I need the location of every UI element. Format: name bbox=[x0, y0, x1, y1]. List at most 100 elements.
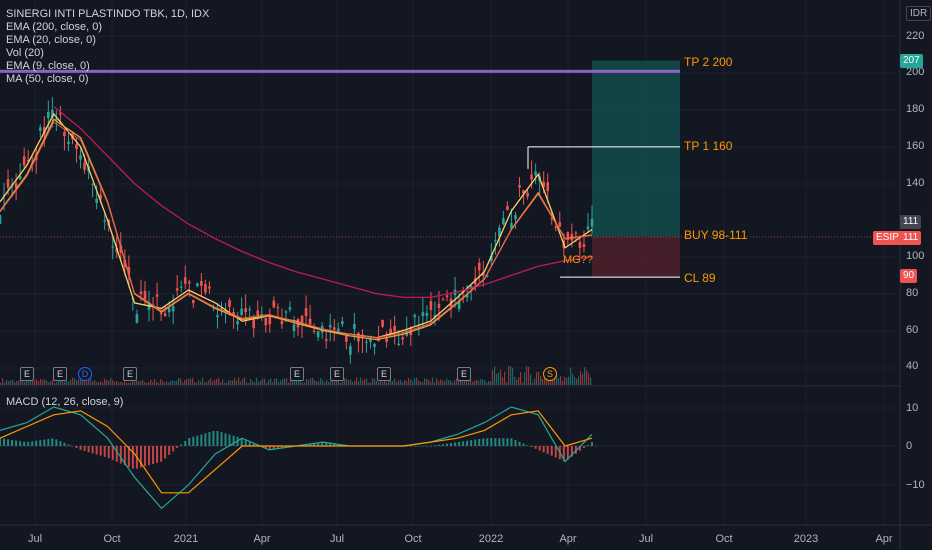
candle-body bbox=[192, 300, 195, 304]
candle-body bbox=[425, 312, 429, 316]
volume-bar bbox=[26, 377, 28, 385]
macd-pane bbox=[0, 406, 600, 510]
candle-body bbox=[204, 284, 207, 293]
split-event-marker[interactable]: S bbox=[543, 367, 557, 381]
macd-histogram-bar bbox=[184, 440, 187, 446]
candle-body bbox=[590, 218, 594, 227]
volume-bar bbox=[306, 379, 308, 385]
volume-bar bbox=[136, 380, 138, 385]
candle-body bbox=[280, 320, 284, 325]
candle-body bbox=[67, 141, 70, 144]
candle-body bbox=[276, 307, 280, 309]
candle-body bbox=[244, 308, 247, 313]
macd-legend[interactable]: MACD (12, 26, close, 9) bbox=[6, 396, 124, 408]
earnings-event-marker[interactable]: E bbox=[457, 367, 471, 381]
candle-body bbox=[353, 323, 356, 329]
candle-body bbox=[284, 311, 288, 313]
volume-bar bbox=[22, 378, 24, 385]
volume-bar bbox=[282, 378, 284, 385]
volume-bar bbox=[20, 377, 22, 385]
dividend-event-marker[interactable]: D bbox=[78, 367, 92, 381]
earnings-event-marker[interactable]: E bbox=[20, 367, 34, 381]
earnings-event-marker[interactable]: E bbox=[330, 367, 344, 381]
time-axis-label: Apr bbox=[875, 533, 893, 545]
volume-bar bbox=[438, 381, 440, 385]
candle-body bbox=[477, 262, 481, 271]
buy-annotation[interactable]: BUY 98-111 bbox=[684, 228, 748, 242]
macd-histogram-bar bbox=[409, 446, 412, 447]
volume-bar bbox=[196, 382, 198, 385]
indicator-ema20[interactable]: EMA (20, close, 0) bbox=[6, 34, 96, 46]
candle-body bbox=[465, 294, 469, 298]
candle-body bbox=[586, 226, 590, 230]
volume-bar bbox=[184, 380, 186, 385]
macd-histogram-bar bbox=[95, 446, 98, 455]
volume-bar bbox=[194, 382, 196, 385]
volume-bar bbox=[210, 378, 212, 385]
macd-histogram-bar bbox=[63, 442, 66, 446]
macd-histogram-bar bbox=[522, 443, 525, 446]
candle-body bbox=[228, 300, 231, 307]
indicator-ema9[interactable]: EMA (9, close, 0) bbox=[6, 60, 90, 72]
volume-bar bbox=[200, 381, 202, 385]
indicator-ma50[interactable]: MA (50, close, 0) bbox=[6, 73, 89, 85]
volume-bar bbox=[320, 378, 322, 385]
cl-price-tag: 90 bbox=[900, 269, 918, 283]
volume-bar bbox=[262, 378, 264, 385]
volume-bar bbox=[182, 382, 184, 385]
macd-histogram-bar bbox=[554, 446, 557, 458]
time-axis-label: Apr bbox=[559, 533, 577, 545]
indicator-vol[interactable]: Vol (20) bbox=[6, 47, 44, 59]
volume-bar bbox=[122, 382, 124, 385]
macd-histogram-bar bbox=[566, 446, 569, 460]
volume-bar bbox=[492, 369, 494, 385]
macd-histogram-bar bbox=[196, 435, 199, 446]
earnings-event-marker[interactable]: E bbox=[290, 367, 304, 381]
volume-bar bbox=[158, 382, 160, 385]
volume-bar bbox=[390, 379, 392, 385]
macd-histogram-bar bbox=[510, 438, 513, 446]
macd-histogram-bar bbox=[192, 436, 195, 446]
volume-bar bbox=[444, 381, 446, 385]
volume-bar bbox=[360, 377, 362, 385]
earnings-event-marker[interactable]: E bbox=[53, 367, 67, 381]
volume-bar bbox=[412, 381, 414, 385]
candle-body bbox=[534, 171, 537, 176]
earnings-event-marker[interactable]: E bbox=[377, 367, 391, 381]
macd-histogram-bar bbox=[79, 446, 82, 450]
macd-histogram-bar bbox=[542, 446, 545, 453]
volume-bar bbox=[120, 382, 122, 385]
candle-body bbox=[264, 318, 268, 326]
tp1-annotation[interactable]: TP 1 160 bbox=[684, 139, 733, 153]
take-profit-zone bbox=[592, 60, 680, 237]
volume-bar bbox=[298, 380, 300, 385]
volume-bar bbox=[264, 378, 266, 385]
candle-body bbox=[196, 283, 199, 287]
volume-bar bbox=[170, 380, 172, 385]
candle-body bbox=[369, 338, 372, 342]
volume-bar bbox=[416, 377, 418, 385]
tp2-annotation[interactable]: TP 2 200 bbox=[684, 55, 733, 69]
volume-bar bbox=[346, 378, 348, 385]
volume-bar bbox=[472, 381, 474, 385]
volume-bar bbox=[322, 379, 324, 385]
volume-bar bbox=[508, 365, 510, 385]
macd-histogram-bar bbox=[317, 442, 320, 446]
macd-histogram-bar bbox=[333, 443, 336, 446]
volume-bar bbox=[520, 372, 522, 385]
mg-annotation[interactable]: MG?? bbox=[563, 254, 593, 266]
indicator-ema200[interactable]: EMA (200, close, 0) bbox=[6, 21, 102, 33]
earnings-event-marker[interactable]: E bbox=[123, 367, 137, 381]
volume-bar bbox=[498, 372, 500, 385]
volume-bar bbox=[338, 379, 340, 385]
macd-histogram-bar bbox=[337, 444, 340, 446]
volume-bar bbox=[574, 377, 576, 385]
cl-annotation[interactable]: CL 89 bbox=[684, 271, 716, 285]
volume-bar bbox=[206, 382, 208, 385]
volume-bar bbox=[44, 379, 46, 385]
volume-bar bbox=[90, 378, 92, 385]
volume-bar bbox=[422, 381, 424, 385]
candle-body bbox=[510, 223, 513, 229]
volume-bar bbox=[308, 380, 310, 385]
